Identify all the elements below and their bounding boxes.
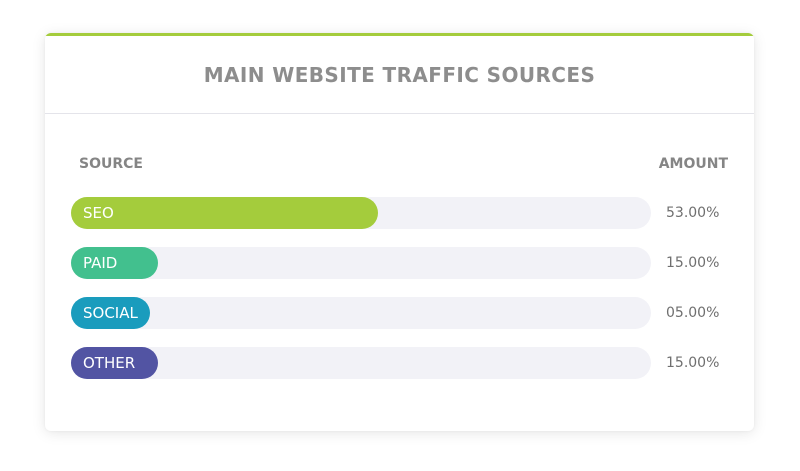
- bar-row-paid: PAID 15.00%: [71, 247, 743, 279]
- bar-fill-paid: [71, 247, 158, 279]
- card-accent-bar: [45, 33, 754, 36]
- bar-row-other: OTHER 15.00%: [71, 347, 743, 379]
- bar-fill-seo: [71, 197, 378, 229]
- bar-fill-social: [71, 297, 150, 329]
- bar-label-seo: SEO: [83, 204, 114, 222]
- bar-row-seo: SEO 53.00%: [71, 197, 743, 229]
- bar-track: SOCIAL: [71, 297, 651, 329]
- traffic-sources-card: MAIN WEBSITE TRAFFIC SOURCES SOURCE AMOU…: [45, 33, 754, 431]
- bar-track: PAID: [71, 247, 651, 279]
- bar-label-paid: PAID: [83, 254, 118, 272]
- bar-label-other: OTHER: [83, 354, 136, 372]
- card-header: MAIN WEBSITE TRAFFIC SOURCES: [45, 36, 754, 114]
- amount-label-other: 15.00%: [666, 355, 720, 371]
- bar-label-social: SOCIAL: [83, 304, 138, 322]
- bar-track: OTHER: [71, 347, 651, 379]
- bar-row-social: SOCIAL 05.00%: [71, 297, 743, 329]
- bar-track: SEO: [71, 197, 651, 229]
- amount-column-header: AMOUNT: [658, 156, 728, 172]
- source-column-header: SOURCE: [79, 156, 143, 172]
- amount-label-social: 05.00%: [666, 305, 720, 321]
- chart-title: MAIN WEBSITE TRAFFIC SOURCES: [203, 62, 596, 87]
- bar-fill-other: [71, 347, 158, 379]
- amount-label-paid: 15.00%: [666, 255, 720, 271]
- amount-label-seo: 53.00%: [666, 205, 720, 221]
